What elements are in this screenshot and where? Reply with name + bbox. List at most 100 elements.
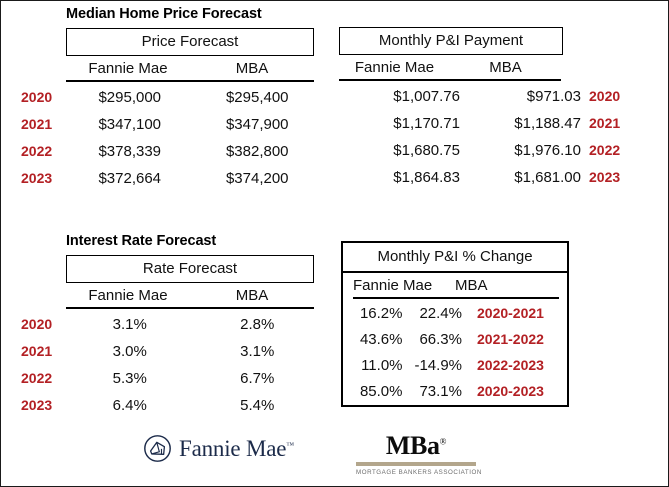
table-row: 2021 3.0% 3.1%	[21, 333, 321, 360]
cell-fannie-mae: $372,664	[98, 170, 162, 187]
cell-fannie-mae: $1,864.83	[393, 169, 460, 186]
row-period-label: 2022-2023	[477, 357, 544, 373]
cell-fannie-mae: $1,680.75	[393, 142, 460, 159]
cell-mba: 5.4%	[240, 397, 275, 414]
cell-mba: 73.1%	[419, 383, 462, 400]
table-row: $1,170.71 $1,188.47 2021	[339, 105, 629, 132]
cell-mba: 6.7%	[240, 370, 275, 387]
percent-change-header-rule	[353, 297, 559, 299]
column-header-fannie-mae: Fannie Mae	[88, 60, 168, 77]
row-year-label: 2020	[589, 88, 621, 104]
table-row: $1,680.75 $1,976.10 2022	[339, 132, 629, 159]
mba-wordmark-text: MBa	[385, 431, 440, 460]
table-row: 2023 6.4% 5.4%	[21, 387, 321, 414]
fannie-mae-wordmark-text: Fannie Mae	[179, 435, 287, 461]
percent-change-rows: 16.2% 22.4% 2020-2021 43.6% 66.3% 2021-2…	[343, 299, 567, 400]
cell-mba: 22.4%	[419, 305, 462, 322]
registered-icon: ®	[439, 436, 447, 447]
row-period-label: 2020-2021	[477, 305, 544, 321]
price-forecast-header: Price Forecast	[66, 28, 314, 56]
table-row: 2021 $347,100 $347,900	[21, 106, 321, 133]
row-year-label: 2020	[21, 89, 53, 105]
cell-fannie-mae: 3.1%	[112, 316, 147, 333]
rate-forecast-column-headers: Fannie Mae MBA	[66, 283, 314, 307]
price-forecast-title: Median Home Price Forecast	[66, 6, 262, 22]
cell-fannie-mae: $347,100	[98, 116, 162, 133]
cell-mba: 3.1%	[240, 343, 275, 360]
row-year-label: 2021	[21, 116, 53, 132]
price-forecast-rows: 2020 $295,000 $295,400 2021 $347,100 $34…	[21, 82, 321, 187]
table-row: 2020 $295,000 $295,400	[21, 82, 321, 106]
row-year-label: 2021	[21, 343, 53, 359]
cell-mba: $1,976.10	[514, 142, 581, 159]
mba-subtitle: MORTGAGE BANKERS ASSOCIATION	[356, 468, 482, 477]
column-header-mba: MBA	[235, 60, 269, 77]
percent-change-column-headers: Fannie Mae MBA	[343, 273, 567, 297]
row-year-label: 2023	[589, 169, 621, 185]
table-row: $1,007.76 $971.03 2020	[339, 81, 629, 105]
cell-fannie-mae: $1,170.71	[393, 115, 460, 132]
mba-wordmark: MBa®	[356, 433, 476, 459]
cell-mba: $1,681.00	[514, 169, 581, 186]
column-header-mba: MBA	[235, 287, 269, 304]
fannie-mae-logo: Fannie Mae™	[143, 434, 294, 463]
table-row: 43.6% 66.3% 2021-2022	[343, 322, 567, 348]
table-row: 2022 $378,339 $382,800	[21, 133, 321, 160]
payment-forecast-rows: $1,007.76 $971.03 2020 $1,170.71 $1,188.…	[339, 81, 649, 186]
table-row: 16.2% 22.4% 2020-2021	[343, 299, 567, 322]
mba-logo: MBa® MORTGAGE BANKERS ASSOCIATION	[356, 433, 482, 477]
cell-fannie-mae: $295,000	[98, 89, 162, 106]
row-period-label: 2021-2022	[477, 331, 544, 347]
rate-forecast-title: Interest Rate Forecast	[66, 233, 217, 249]
row-year-label: 2023	[21, 170, 53, 186]
rate-forecast-section: Interest Rate Forecast Rate Forecast Fan…	[21, 233, 321, 414]
cell-fannie-mae: $378,339	[98, 143, 162, 160]
cell-mba: 66.3%	[419, 331, 462, 348]
column-header-fannie-mae: Fannie Mae	[88, 287, 168, 304]
cell-mba: $347,900	[225, 116, 289, 133]
trademark-icon: ™	[286, 439, 294, 449]
cell-mba: 2.8%	[240, 316, 275, 333]
column-header-fannie-mae: Fannie Mae	[353, 277, 433, 294]
cell-fannie-mae: 3.0%	[112, 343, 147, 360]
cell-fannie-mae: 6.4%	[112, 397, 147, 414]
cell-fannie-mae: $1,007.76	[393, 88, 460, 105]
table-row: 2020 3.1% 2.8%	[21, 309, 321, 333]
payment-forecast-column-headers: Fannie Mae MBA	[339, 55, 561, 79]
fannie-mae-house-circle-icon	[143, 434, 172, 463]
cell-fannie-mae: 5.3%	[112, 370, 147, 387]
rate-forecast-header-rule	[66, 307, 314, 309]
row-year-label: 2022	[589, 142, 621, 158]
cell-mba: $295,400	[225, 89, 289, 106]
column-header-mba: MBA	[455, 277, 488, 294]
cell-mba: $1,188.47	[514, 115, 581, 132]
row-year-label: 2020	[21, 316, 53, 332]
payment-forecast-header-rule	[339, 79, 561, 81]
price-forecast-header-rule	[66, 80, 314, 82]
mba-divider-rule	[356, 462, 476, 466]
row-year-label: 2022	[21, 143, 53, 159]
row-year-label: 2021	[589, 115, 621, 131]
table-row: 11.0% -14.9% 2022-2023	[343, 348, 567, 374]
row-year-label: 2023	[21, 397, 53, 413]
table-row: 2022 5.3% 6.7%	[21, 360, 321, 387]
percent-change-section: Monthly P&I % Change Fannie Mae MBA 16.2…	[341, 241, 569, 407]
table-row: $1,864.83 $1,681.00 2023	[339, 159, 629, 186]
row-year-label: 2022	[21, 370, 53, 386]
payment-forecast-header: Monthly P&I Payment	[339, 27, 563, 55]
cell-fannie-mae: 43.6%	[359, 331, 403, 348]
fannie-mae-wordmark: Fannie Mae™	[179, 436, 294, 462]
rate-forecast-header: Rate Forecast	[66, 255, 314, 283]
cell-mba: -14.9%	[414, 357, 462, 374]
table-row: 2023 $372,664 $374,200	[21, 160, 321, 187]
column-header-mba: MBA	[489, 59, 522, 76]
table-row: 85.0% 73.1% 2020-2023	[343, 374, 567, 400]
cell-fannie-mae: 11.0%	[361, 357, 403, 374]
price-forecast-column-headers: Fannie Mae MBA	[66, 56, 314, 80]
payment-forecast-section: Monthly P&I Payment Fannie Mae MBA $1,00…	[339, 27, 649, 186]
cell-mba: $971.03	[526, 88, 581, 105]
percent-change-header: Monthly P&I % Change	[343, 243, 567, 273]
row-period-label: 2020-2023	[477, 383, 544, 399]
price-forecast-section: Median Home Price Forecast Price Forecas…	[21, 6, 321, 187]
